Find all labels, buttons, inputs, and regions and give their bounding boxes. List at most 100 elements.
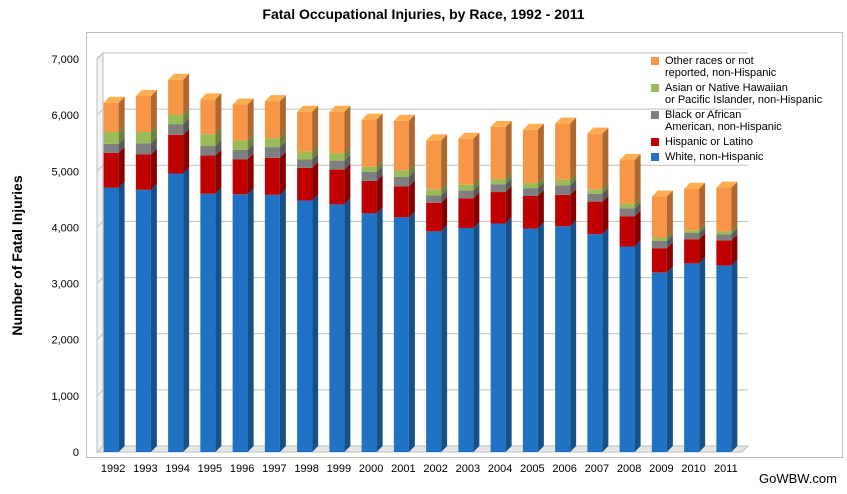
- bar-segment: [651, 248, 667, 273]
- x-tick-label: 2009: [649, 463, 673, 475]
- bar-side: [118, 146, 125, 188]
- bar-side: [376, 165, 383, 181]
- bar-segment: [361, 180, 377, 214]
- bar-side: [666, 231, 673, 241]
- bar-top: [103, 96, 125, 103]
- bar-side: [570, 188, 577, 227]
- bar-side: [215, 140, 222, 156]
- legend-label: Other races or not reported, non-Hispani…: [665, 55, 777, 79]
- bar-segment: [426, 231, 442, 452]
- watermark: GoWBW.com: [758, 471, 837, 486]
- bar-segment: [490, 192, 506, 224]
- bar-side: [344, 105, 351, 154]
- y-tick-label: 1,000: [51, 391, 79, 403]
- x-tick-label: 1995: [198, 463, 222, 475]
- bar-side: [634, 197, 641, 209]
- bar-top: [587, 127, 609, 134]
- x-tick-label: 2010: [681, 463, 705, 475]
- legend-swatch: [651, 111, 659, 119]
- bar-segment: [264, 138, 280, 148]
- bar-segment: [393, 176, 409, 187]
- bar-side: [183, 118, 190, 135]
- plot-area-border: [86, 32, 843, 458]
- bar-top: [651, 190, 673, 197]
- bar-segment: [393, 170, 409, 177]
- x-tick-label: 1998: [294, 463, 318, 475]
- bar-side: [183, 108, 190, 125]
- bar-side: [150, 90, 157, 132]
- legend-swatch: [651, 57, 659, 65]
- bar-segment: [297, 159, 313, 168]
- bar-segment: [522, 129, 538, 184]
- bar-segment: [426, 189, 442, 196]
- bar-side: [376, 160, 383, 172]
- bar-side: [215, 128, 222, 147]
- bar-side: [537, 182, 544, 196]
- bar-side: [634, 202, 641, 217]
- bar-segment: [329, 160, 345, 170]
- bar-side: [570, 220, 577, 452]
- bar-segment: [329, 153, 345, 161]
- x-tick-label: 2007: [585, 463, 609, 475]
- bar-side: [602, 183, 609, 194]
- x-tick-label: 1997: [262, 463, 286, 475]
- bar-segment: [168, 173, 184, 452]
- x-tick-label: 2008: [617, 463, 641, 475]
- bar-segment: [458, 190, 474, 199]
- bar-side: [634, 210, 641, 247]
- bar-side: [247, 188, 254, 452]
- gridline-side: [96, 164, 104, 172]
- legend-item: Other races or not reported, non-Hispani…: [651, 55, 841, 79]
- bar-segment: [168, 114, 184, 125]
- bar-segment: [297, 151, 313, 160]
- bar-segment: [651, 272, 667, 452]
- bar-side: [279, 132, 286, 148]
- bar-segment: [103, 131, 119, 144]
- bar-side: [505, 186, 512, 224]
- bar-side: [634, 154, 641, 204]
- bar-segment: [103, 102, 119, 132]
- bar-side: [537, 189, 544, 229]
- bar-side: [473, 132, 480, 185]
- bar-segment: [103, 187, 119, 452]
- gridline-side: [96, 108, 104, 116]
- bar-side: [441, 189, 448, 203]
- bar-side: [699, 257, 706, 452]
- bar-segment: [684, 230, 700, 234]
- bar-side: [183, 73, 190, 115]
- bar-side: [376, 207, 383, 452]
- x-tick-label: 2003: [456, 463, 480, 475]
- bar-side: [215, 187, 222, 452]
- x-tick-label: 2001: [391, 463, 415, 475]
- gridline-side: [96, 221, 104, 228]
- bar-segment: [232, 104, 248, 141]
- bar-side: [312, 194, 319, 453]
- bar-segment: [329, 169, 345, 205]
- bar-side: [570, 117, 577, 180]
- bar-segment: [297, 111, 313, 152]
- bar-side: [344, 147, 351, 161]
- bar-side: [344, 198, 351, 452]
- bar-segment: [393, 186, 409, 218]
- bar-segment: [490, 179, 506, 185]
- bar-side: [731, 228, 738, 241]
- bar-segment: [200, 155, 216, 194]
- legend: Other races or not reported, non-Hispani…: [651, 55, 841, 166]
- bar-side: [279, 188, 286, 452]
- bar-top: [297, 105, 319, 112]
- bar-side: [312, 105, 319, 152]
- bar-segment: [135, 96, 151, 132]
- bar-side: [699, 233, 706, 264]
- bar-segment: [264, 147, 280, 158]
- bar-side: [279, 95, 286, 139]
- bar-side: [376, 174, 383, 214]
- bar-segment: [555, 194, 571, 227]
- bar-side: [312, 161, 319, 201]
- bar-side: [537, 177, 544, 189]
- gridline-side: [96, 52, 104, 60]
- bar-segment: [684, 263, 700, 452]
- bar-segment: [522, 228, 538, 452]
- bar-segment: [458, 138, 474, 185]
- bar-segment: [619, 203, 635, 209]
- x-tick-label: 2011: [714, 463, 738, 475]
